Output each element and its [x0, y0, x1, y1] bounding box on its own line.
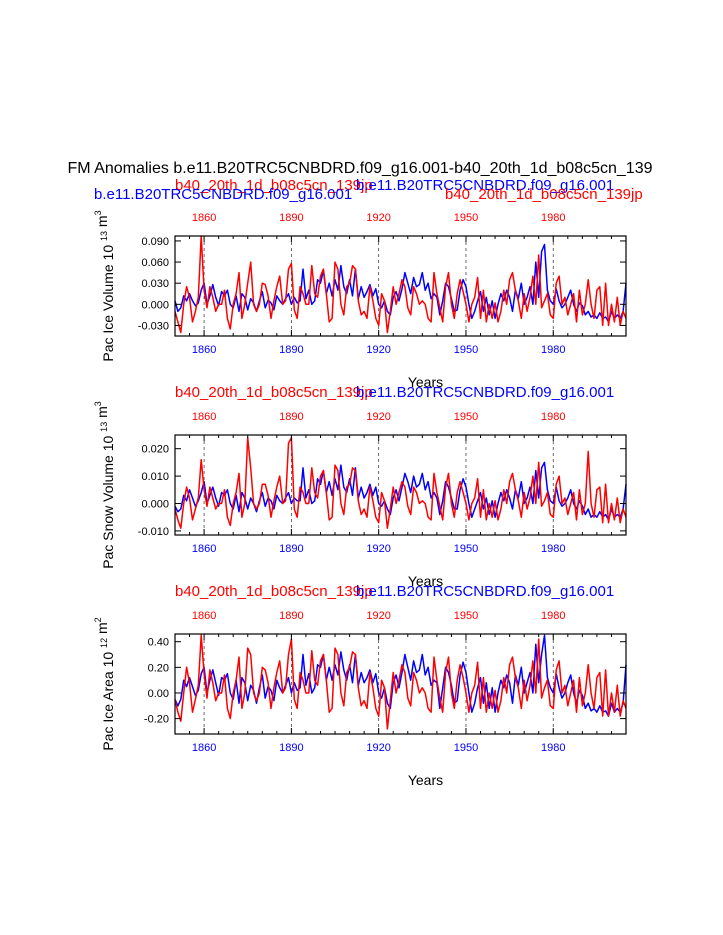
x-tick-label-top: 1950 [454, 212, 478, 224]
y-axis-label: Pac Ice Area 10 12 m2 [93, 617, 116, 750]
y-tick-label: 0.00 [148, 688, 169, 700]
y-label-superscript: 12 [99, 638, 109, 648]
series-line-red [174, 634, 627, 730]
chart-panels: 0.090 0.060 0.030 0.000 -0.030 1860 1890 1920 19… [93, 177, 643, 788]
x-tick-label-top: 1890 [279, 411, 303, 423]
y-label-text: m [94, 622, 110, 638]
series-line-blue [174, 634, 627, 717]
x-tick-label-top: 1860 [192, 212, 216, 224]
x-tick-label-bottom: 1980 [541, 742, 565, 754]
x-tick-label-top: 1980 [541, 411, 565, 423]
pac-ice-volume-panel: 0.090 0.060 0.030 0.000 -0.030 1860 1890 1920 19… [93, 177, 643, 390]
y-label-text: Pac Snow Volume 10 [100, 432, 116, 569]
y-tick-label: 0.030 [141, 278, 169, 290]
x-axis-label: Years [408, 573, 443, 589]
y-label-text: Pac Ice Volume 10 [100, 241, 116, 362]
x-tick-label-bottom: 1950 [454, 543, 478, 555]
experiment-label: b.e11.B20TRC5CNBDRD.f09_g16.001 [94, 186, 352, 203]
y-label-superscript: 13 [99, 422, 109, 432]
pac-snow-volume-panel: 0.020 0.010 0.000 -0.010 1860 1890 1920 1950 198… [93, 384, 627, 589]
plot-frame [174, 235, 627, 337]
pac-ice-area-panel: 0.40 0.20 0.00 -0.20 1860 1890 1920 1950 1980 186… [93, 583, 627, 788]
y-label-superscript: 3 [93, 401, 103, 406]
x-tick-label-top: 1860 [192, 411, 216, 423]
plot-frame [174, 434, 627, 536]
figure-title: FM Anomalies b.e11.B20TRC5CNBDRD.f09_g16… [68, 160, 653, 177]
y-tick-label: 0.000 [141, 498, 169, 510]
x-tick-label-top: 1980 [541, 610, 565, 622]
experiment-label: b.e11.B20TRC5CNBDRD.f09_g16.001 [356, 583, 614, 600]
x-tick-label-top: 1980 [541, 212, 565, 224]
x-tick-label-top: 1860 [192, 610, 216, 622]
y-tick-label: 0.020 [141, 444, 169, 456]
x-tick-label-bottom: 1950 [454, 742, 478, 754]
x-tick-label-top: 1950 [454, 610, 478, 622]
y-label-text: m [94, 215, 110, 231]
y-tick-label: 0.20 [148, 662, 169, 674]
series-line-red [174, 436, 627, 529]
x-tick-label-top: 1950 [454, 411, 478, 423]
x-tick-label-top: 1890 [279, 610, 303, 622]
experiment-label: b.e11.B20TRC5CNBDRD.f09_g16.001 [356, 177, 614, 194]
y-tick-label: -0.030 [138, 320, 169, 332]
experiment-label: b40_20th_1d_b08c5cn_139jp [445, 186, 643, 203]
experiment-label: b40_20th_1d_b08c5cn_139jp [175, 583, 373, 600]
x-axis-label: Years [408, 374, 443, 390]
y-axis-label: Pac Ice Volume 10 13 m3 [93, 210, 116, 361]
x-tick-label-bottom: 1860 [192, 543, 216, 555]
x-tick-label-bottom: 1890 [279, 543, 303, 555]
x-tick-label-top: 1890 [279, 212, 303, 224]
plot-frame [174, 633, 627, 735]
y-label-superscript: 3 [93, 210, 103, 215]
experiment-label: b40_20th_1d_b08c5cn_139jp [175, 384, 373, 401]
x-tick-label-bottom: 1950 [454, 344, 478, 356]
x-axis-label: Years [408, 772, 443, 788]
x-tick-label-bottom: 1860 [192, 742, 216, 754]
x-tick-label-bottom: 1920 [366, 742, 390, 754]
x-tick-label-bottom: 1920 [366, 344, 390, 356]
x-tick-label-bottom: 1920 [366, 543, 390, 555]
series-line-blue [174, 461, 627, 521]
y-label-text: Pac Ice Area 10 [100, 648, 116, 751]
y-tick-label: 0.40 [148, 637, 169, 649]
series-line-red [174, 235, 627, 334]
x-tick-label-bottom: 1980 [541, 344, 565, 356]
x-tick-label-bottom: 1890 [279, 344, 303, 356]
y-label-text: m [94, 406, 110, 422]
x-tick-label-bottom: 1890 [279, 742, 303, 754]
series-line-blue [174, 243, 627, 323]
y-tick-label: -0.20 [144, 714, 169, 726]
y-tick-label: 0.090 [141, 236, 169, 248]
y-tick-label: 0.060 [141, 257, 169, 269]
y-label-superscript: 2 [93, 617, 103, 622]
y-tick-label: -0.010 [138, 526, 169, 538]
y-label-superscript: 13 [99, 231, 109, 241]
experiment-label: b.e11.B20TRC5CNBDRD.f09_g16.001 [356, 384, 614, 401]
y-axis-label: Pac Snow Volume 10 13 m3 [93, 401, 116, 569]
experiment-label: b40_20th_1d_b08c5cn_139jp [175, 177, 373, 194]
x-tick-label-top: 1920 [366, 411, 390, 423]
x-tick-label-bottom: 1860 [192, 344, 216, 356]
y-tick-label: 0.010 [141, 471, 169, 483]
x-tick-label-bottom: 1980 [541, 543, 565, 555]
x-tick-label-top: 1920 [366, 212, 390, 224]
y-tick-label: 0.000 [141, 299, 169, 311]
x-tick-label-top: 1920 [366, 610, 390, 622]
